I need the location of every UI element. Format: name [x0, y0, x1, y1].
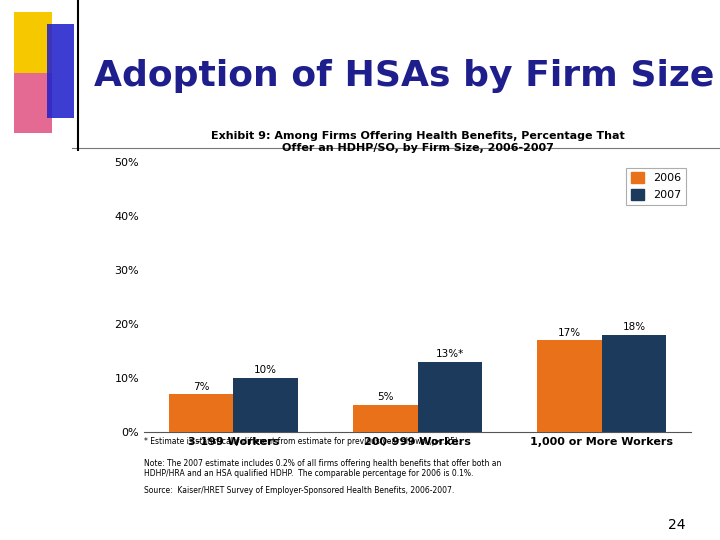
Bar [537, 340, 602, 432]
Text: 18%: 18% [623, 322, 646, 332]
Text: 17%: 17% [558, 327, 581, 338]
Text: 7%: 7% [193, 381, 210, 391]
Legend: 2006, 2007: 2006, 2007 [626, 167, 685, 205]
Text: Copyright © 2005 HSA Coalition. All Rights Reserved.: Copyright © 2005 HSA Coalition. All Righ… [14, 521, 258, 530]
Text: * Estimate is statistically different from estimate for previous year shown (p<.: * Estimate is statistically different fr… [144, 437, 460, 447]
Bar [353, 405, 418, 432]
Text: Note: The 2007 estimate includes 0.2% of all firms offering health benefits that: Note: The 2007 estimate includes 0.2% of… [144, 459, 501, 478]
Bar [169, 394, 233, 432]
FancyBboxPatch shape [14, 12, 52, 72]
Bar [418, 362, 482, 432]
Text: 24: 24 [668, 518, 685, 532]
Title: Exhibit 9: Among Firms Offering Health Benefits, Percentage That
Offer an HDHP/S: Exhibit 9: Among Firms Offering Health B… [211, 131, 624, 153]
Text: 5%: 5% [377, 392, 394, 402]
Bar [602, 335, 666, 432]
Bar [233, 378, 298, 432]
FancyBboxPatch shape [47, 24, 74, 118]
Text: Source:  Kaiser/HRET Survey of Employer-Sponsored Health Benefits, 2006-2007.: Source: Kaiser/HRET Survey of Employer-S… [144, 486, 454, 495]
Text: 10%: 10% [254, 365, 277, 375]
Text: 13%*: 13%* [436, 349, 464, 359]
FancyBboxPatch shape [14, 72, 52, 133]
Text: Adoption of HSAs by Firm Size: Adoption of HSAs by Firm Size [94, 59, 714, 92]
